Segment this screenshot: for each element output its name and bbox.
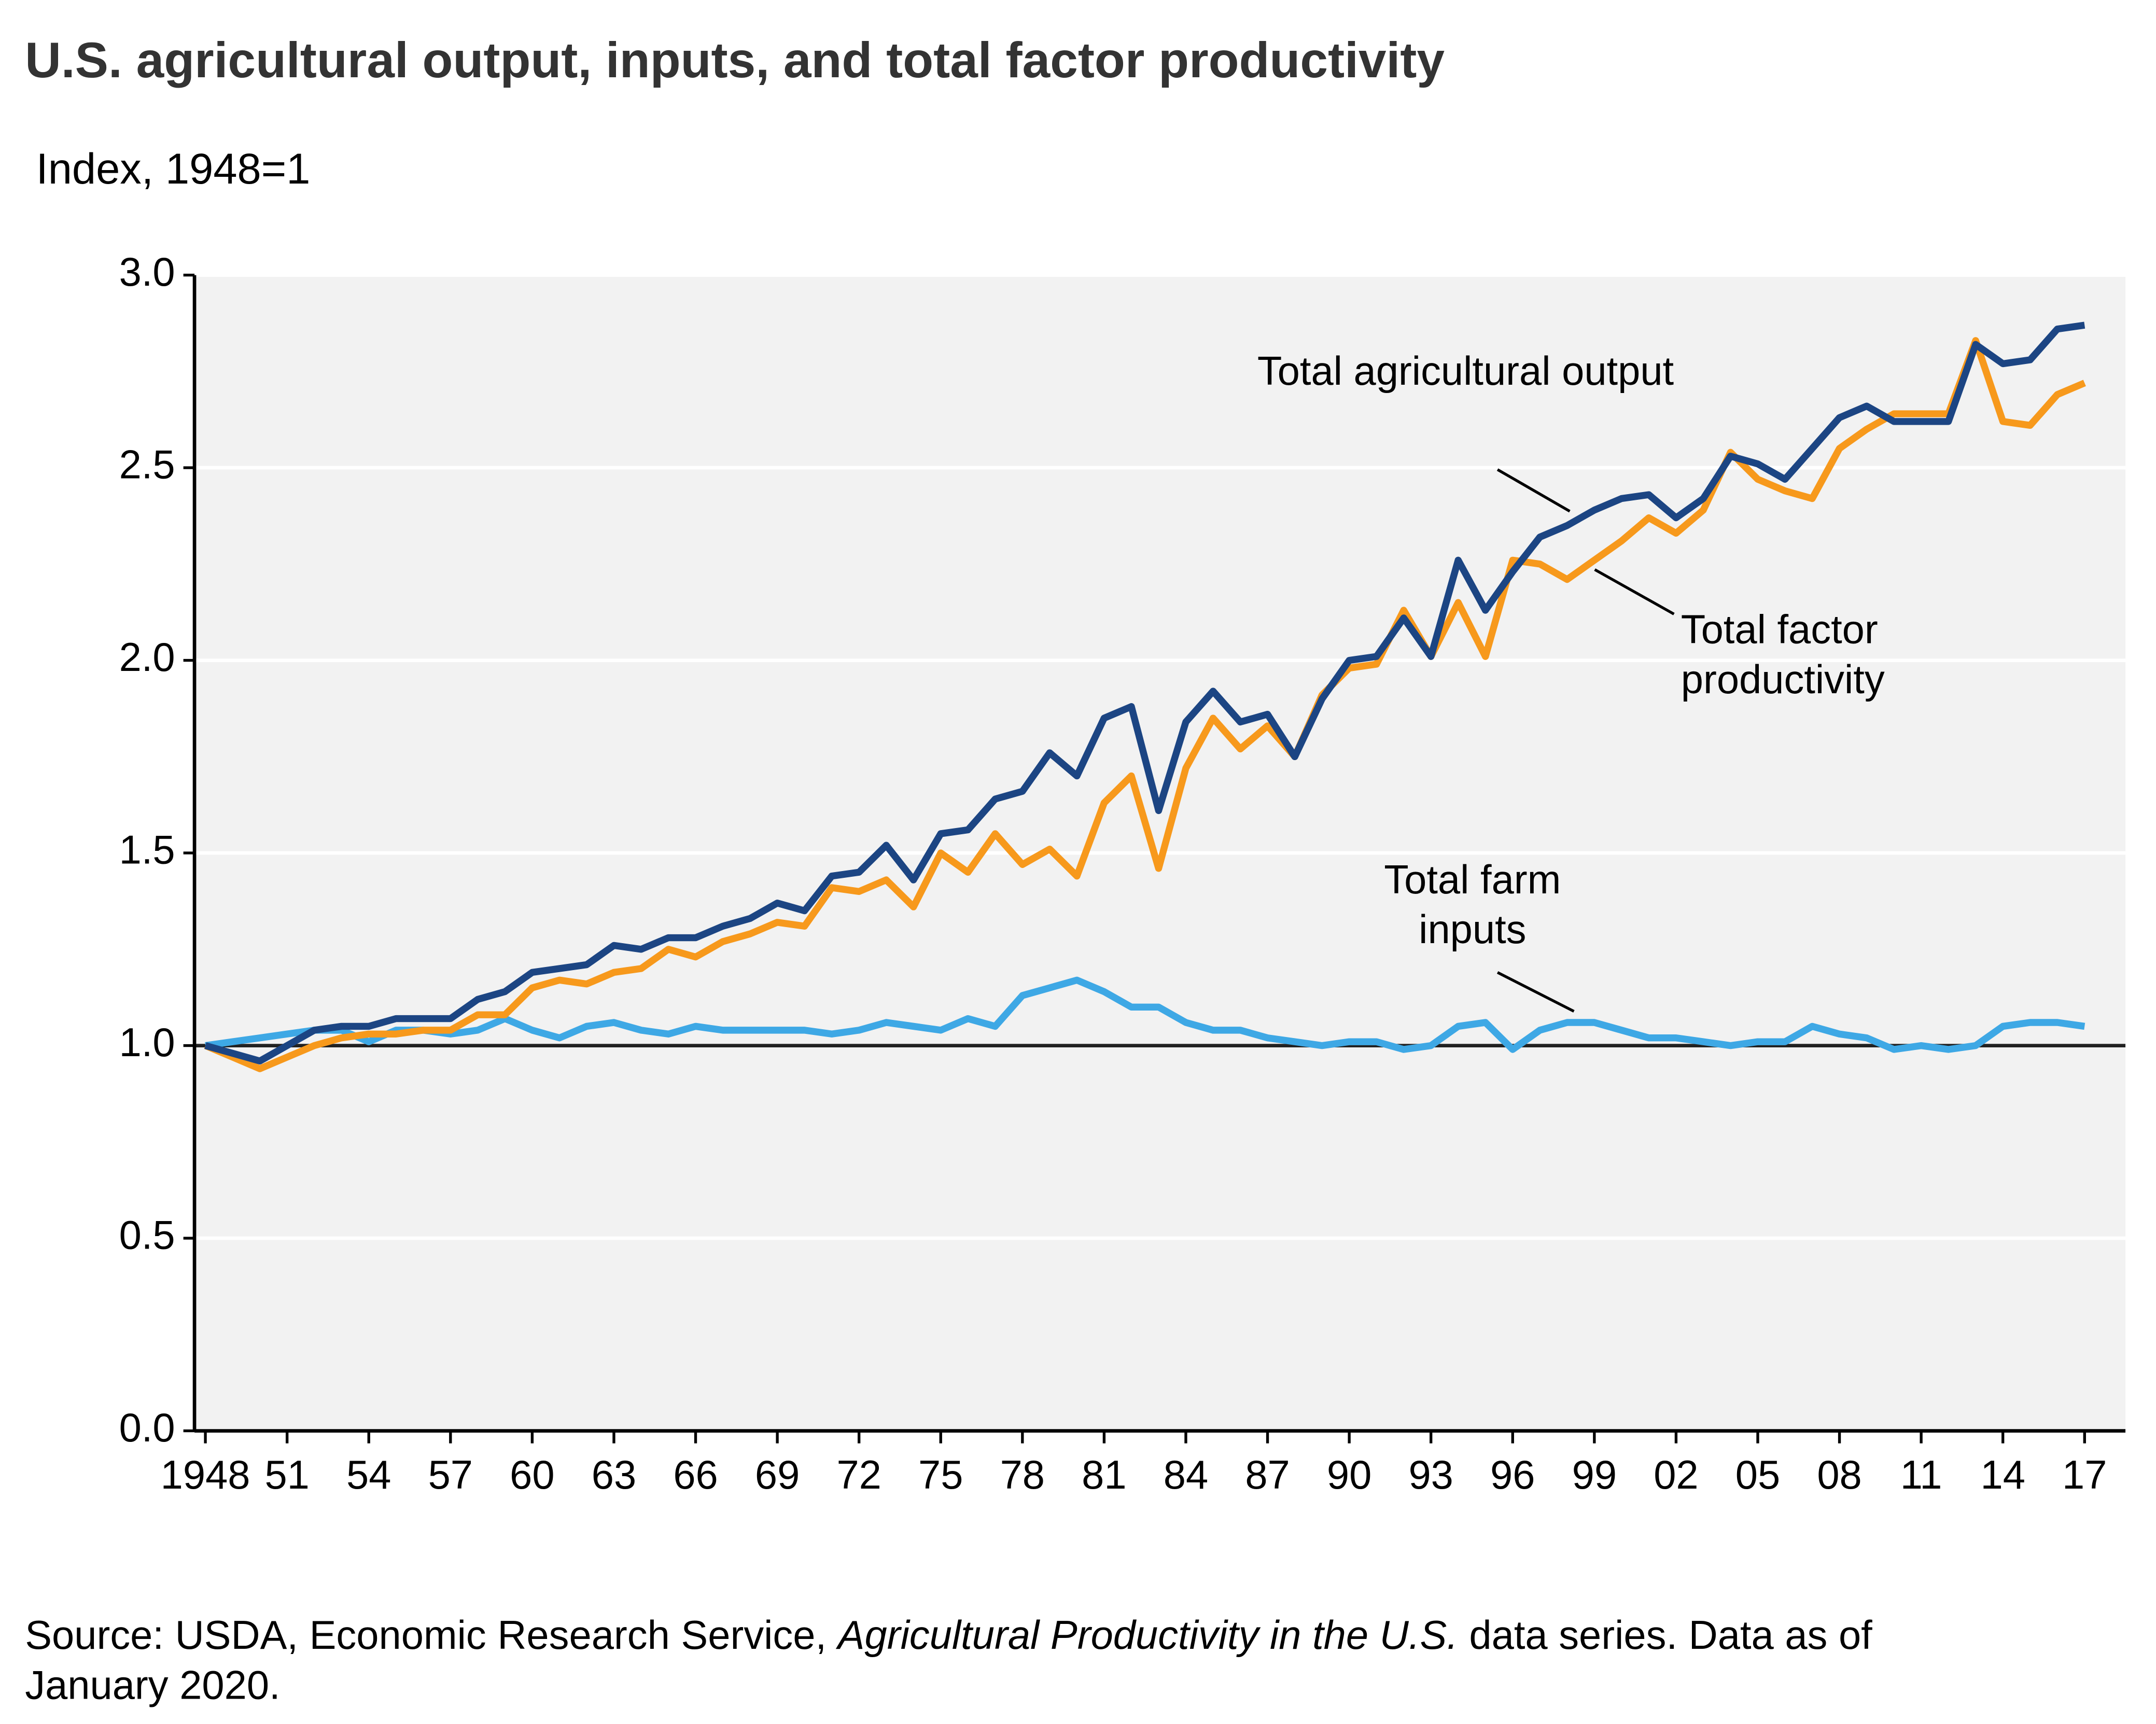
x-tick-label: 11 (1900, 1453, 1942, 1497)
x-tick-label: 05 (1735, 1453, 1780, 1497)
x-tick-label: 54 (346, 1453, 391, 1497)
series-label-box: Total farm inputs (1384, 858, 1561, 953)
x-tick-label: 08 (1817, 1453, 1861, 1497)
source-italic: Agricultural Productivity in the U.S. (837, 1614, 1458, 1659)
y-tick-label: 2.0 (119, 635, 175, 680)
source: Source: USDA, Economic Research Service,… (25, 1611, 2025, 1712)
x-tick-label: 93 (1408, 1453, 1453, 1497)
x-tick-label: 96 (1490, 1453, 1535, 1497)
source-text: data series. Data as of January 2020. (25, 1614, 1872, 1709)
plot: 0.0 0.5 1.0 1.5 2.0 2.5 3.0 1948 51 54 57 60 63 66 69 7… (119, 250, 2126, 1497)
series-line (205, 976, 2085, 1053)
leader-line (1594, 568, 1675, 615)
source-box: Source: USDA, Economic Research Service,… (25, 1611, 2025, 1712)
x-tick-label: 81 (1082, 1453, 1126, 1497)
x-tick-label: 84 (1164, 1453, 1208, 1497)
x-tick-label: 66 (673, 1453, 718, 1497)
x-tick-label: 99 (1572, 1453, 1617, 1497)
x-tick-label: 51 (264, 1453, 309, 1497)
x-tick-label: 90 (1327, 1453, 1371, 1497)
x-tick-label: 63 (592, 1453, 636, 1497)
leader-line (1496, 468, 1571, 513)
x-tick-label: 78 (1000, 1453, 1045, 1497)
x-tick-label: 02 (1654, 1453, 1698, 1497)
x-tick-label: 69 (755, 1453, 800, 1497)
series-line (204, 337, 2086, 1072)
chart-subtitle: Index, 1948=1 (36, 145, 311, 193)
x-tick-label: 14 (1980, 1453, 2025, 1497)
y-tick-label: 0.0 (119, 1406, 175, 1450)
y-tick-label: 2.5 (119, 443, 175, 487)
x-tick-label: 57 (428, 1453, 473, 1497)
x-tick-label: 72 (836, 1453, 881, 1497)
source-text: Source: USDA, Economic Research Service, (25, 1614, 838, 1659)
y-tick-label: 1.0 (119, 1020, 175, 1065)
series-label: Total factor productivity (1681, 608, 1885, 703)
series-label: Total farm inputs (1384, 858, 1561, 953)
x-tick-label: 17 (2062, 1453, 2107, 1497)
x-tick-label: 60 (510, 1453, 554, 1497)
x-tick-label: 1948 (161, 1453, 250, 1497)
series-line (204, 321, 2085, 1065)
x-tick-label: 87 (1245, 1453, 1290, 1497)
chart-title: U.S. agricultural output, inputs, and to… (25, 33, 1445, 88)
leader-line (1496, 971, 1575, 1013)
y-tick-label: 0.5 (119, 1213, 175, 1258)
x-tick-label: 75 (918, 1453, 963, 1497)
y-tick-label: 3.0 (119, 250, 175, 295)
series-label-box: Total agricultural output (1257, 350, 1674, 395)
series-label: Total agricultural output (1257, 350, 1674, 395)
series-label-box: Total factor productivity (1681, 608, 1885, 703)
y-tick-label: 1.5 (119, 828, 175, 873)
